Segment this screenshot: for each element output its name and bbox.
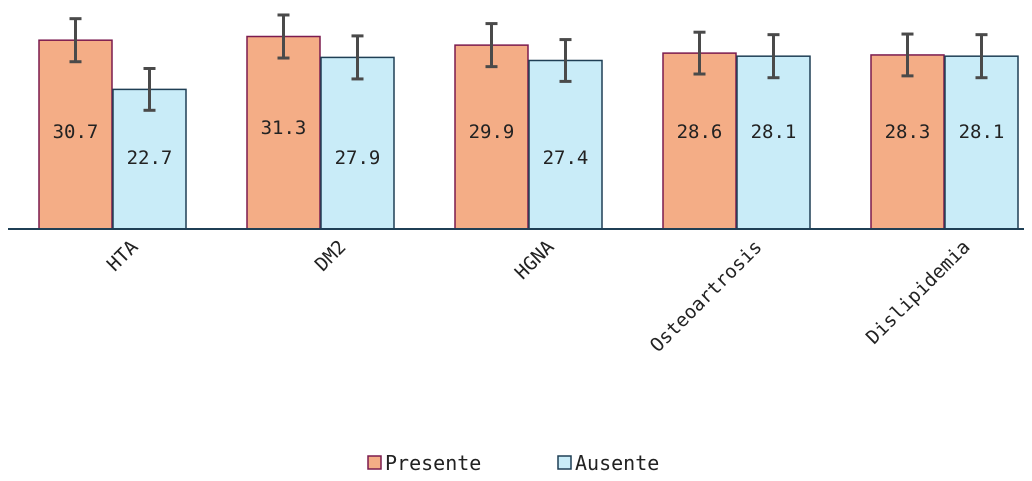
value-label-ausente-hta: 22.7 xyxy=(127,147,173,169)
bar-ausente-hgna xyxy=(528,59,603,230)
value-label-presente-osteoartrosis: 28.6 xyxy=(677,121,723,143)
x-tick-label-dislipidemia: Dislipidemia xyxy=(862,236,975,349)
bar-presente-hgna xyxy=(454,44,529,230)
x-tick-label-hta: HTA xyxy=(103,236,143,276)
legend-swatch-ausente xyxy=(557,455,572,470)
value-label-presente-hta: 30.7 xyxy=(53,121,99,143)
value-label-presente-dislipidemia: 28.3 xyxy=(885,121,931,143)
bars-layer xyxy=(38,35,1019,230)
bar-ausente-osteoartrosis xyxy=(736,55,811,230)
value-label-presente-dm2: 31.3 xyxy=(261,117,307,139)
value-label-ausente-osteoartrosis: 28.1 xyxy=(751,121,797,143)
bar-ausente-dm2 xyxy=(320,56,395,230)
legend-label-ausente: Ausente xyxy=(575,451,659,475)
value-label-ausente-dm2: 27.9 xyxy=(335,147,381,169)
x-tick-label-dm2: DM2 xyxy=(311,236,351,276)
value-label-ausente-hgna: 27.4 xyxy=(543,147,589,169)
x-tick-label-osteoartrosis: Osteoartrosis xyxy=(646,236,767,357)
error-bars-layer xyxy=(69,13,988,112)
value-label-ausente-dislipidemia: 28.1 xyxy=(959,121,1005,143)
x-tick-label-hgna: HGNA xyxy=(511,236,559,284)
legend-swatch-presente xyxy=(367,455,382,470)
x-tick-labels-layer: HTA DM2 HGNA Osteoartrosis Dislipidemia xyxy=(103,236,975,357)
bar-ausente-hta xyxy=(112,88,187,230)
value-labels-layer: 30.7 22.7 31.3 27.9 29.9 27.4 28.6 28.1 28.3 28.1 xyxy=(53,117,1005,169)
legend-label-presente: Presente xyxy=(385,451,481,475)
bar-presente-hta xyxy=(38,39,113,230)
value-label-presente-hgna: 29.9 xyxy=(469,121,515,143)
legend: Presente Ausente xyxy=(367,451,659,475)
bar-ausente-dislipidemia xyxy=(944,55,1019,230)
